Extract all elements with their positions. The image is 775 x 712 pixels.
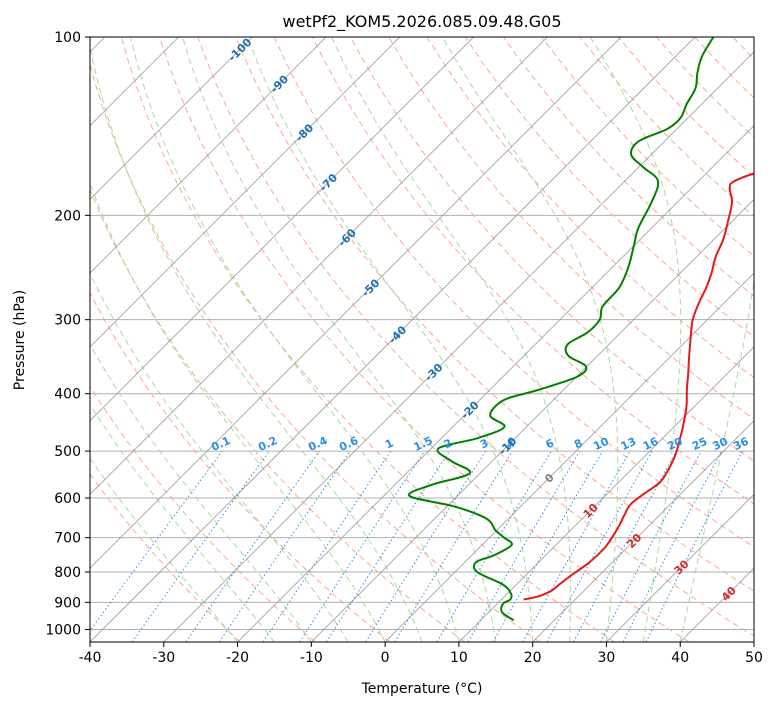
- y-tick-label: 900: [54, 595, 81, 611]
- x-tick-label: 20: [524, 650, 542, 666]
- y-tick-label: 1000: [45, 622, 81, 638]
- x-tick-label: 40: [671, 650, 689, 666]
- y-tick-label: 300: [54, 313, 81, 329]
- chart-title: wetPf2_KOM5.2026.085.09.48.G05: [282, 12, 561, 32]
- y-tick-label: 700: [54, 531, 81, 547]
- y-tick-label: 500: [54, 444, 81, 460]
- x-axis-label: Temperature (°C): [361, 681, 483, 697]
- y-tick-label: 800: [54, 565, 81, 581]
- y-tick-label: 600: [54, 491, 81, 507]
- x-tick-label: 0: [381, 650, 390, 666]
- y-tick-label: 100: [54, 30, 81, 46]
- x-tick-label: -40: [79, 650, 102, 666]
- x-tick-label: -10: [300, 650, 323, 666]
- x-tick-label: 10: [450, 650, 468, 666]
- y-tick-label: 400: [54, 387, 81, 403]
- y-tick-label: 200: [54, 208, 81, 224]
- y-axis-label: Pressure (hPa): [12, 290, 28, 390]
- x-tick-label: -20: [226, 650, 249, 666]
- x-tick-label: -30: [152, 650, 175, 666]
- x-tick-label: 30: [598, 650, 616, 666]
- x-tick-label: 50: [745, 650, 763, 666]
